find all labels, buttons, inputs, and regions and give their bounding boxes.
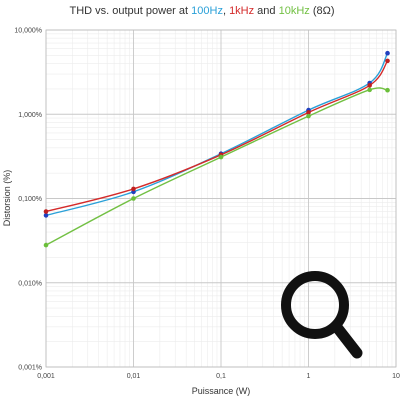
data-point-1khz — [131, 186, 136, 192]
chart-title: THD vs. output power at 100Hz, 1kHz and … — [69, 5, 334, 17]
data-point-1khz — [385, 58, 390, 64]
x-tick-label: 0,1 — [216, 373, 226, 380]
title-suffix: (8Ω) — [310, 5, 335, 17]
title-1khz: 1kHz — [229, 5, 254, 17]
plot-frame — [45, 29, 397, 368]
data-point-1khz — [43, 209, 49, 214]
title-prefix: THD vs. output power at — [69, 5, 191, 17]
y-tick-label: 0,001% — [18, 365, 42, 372]
title-100hz: 100Hz — [191, 5, 223, 17]
series-layer — [43, 50, 390, 248]
y-axis-label: Distorsion (%) — [2, 170, 12, 227]
data-point-10khz — [385, 87, 390, 93]
x-tick-label: 1 — [307, 373, 311, 380]
data-point-1khz — [306, 110, 311, 115]
y-tick-label: 1,000% — [18, 112, 42, 119]
tick-labels: 0,001 0,01 0,1 1 10 0,001% 0,010% 0,100% 1,000% 1… — [14, 28, 400, 381]
data-point-1khz — [367, 83, 372, 88]
y-tick-label: 0,010% — [18, 280, 42, 287]
title-sep-2: and — [254, 5, 278, 17]
title-10khz: 10kHz — [279, 5, 310, 17]
x-tick-label: 10 — [392, 373, 400, 380]
x-tick-label: 0,01 — [127, 373, 141, 380]
x-axis-label: Puissance (W) — [192, 386, 251, 396]
data-point-10khz — [367, 87, 372, 93]
title-sep-1: , — [223, 5, 229, 17]
data-point-100hz — [385, 50, 390, 56]
y-tick-label: 0,100% — [18, 196, 42, 203]
data-point-10khz — [218, 154, 224, 160]
magnifier-icon — [281, 271, 363, 359]
data-point-10khz — [306, 113, 311, 119]
data-point-10khz — [131, 196, 136, 201]
y-tick-label: 10,000% — [14, 28, 42, 35]
data-point-10khz — [43, 242, 49, 248]
x-tick-label: 0,001 — [37, 373, 55, 380]
data-point-100hz — [43, 213, 49, 218]
